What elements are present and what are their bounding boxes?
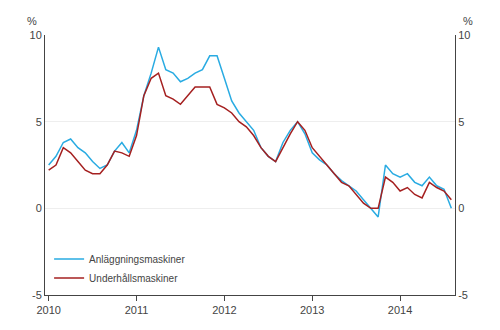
svg-text:2011: 2011: [125, 304, 149, 316]
svg-text:10: 10: [458, 29, 470, 41]
svg-text:-5: -5: [32, 289, 42, 301]
svg-text:2014: 2014: [388, 304, 412, 316]
svg-text:5: 5: [36, 116, 42, 128]
svg-text:0: 0: [36, 202, 42, 214]
svg-text:10: 10: [30, 29, 42, 41]
svg-text:0: 0: [458, 202, 464, 214]
svg-text:%: %: [463, 15, 473, 27]
svg-text:2013: 2013: [300, 304, 324, 316]
svg-text:Anläggningsmaskiner: Anläggningsmaskiner: [89, 254, 185, 265]
svg-text:2012: 2012: [212, 304, 236, 316]
svg-text:5: 5: [458, 116, 464, 128]
svg-text:-5: -5: [458, 289, 468, 301]
svg-text:Underhållsmaskiner: Underhållsmaskiner: [89, 273, 178, 284]
svg-text:%: %: [27, 15, 37, 27]
svg-text:2010: 2010: [36, 304, 60, 316]
